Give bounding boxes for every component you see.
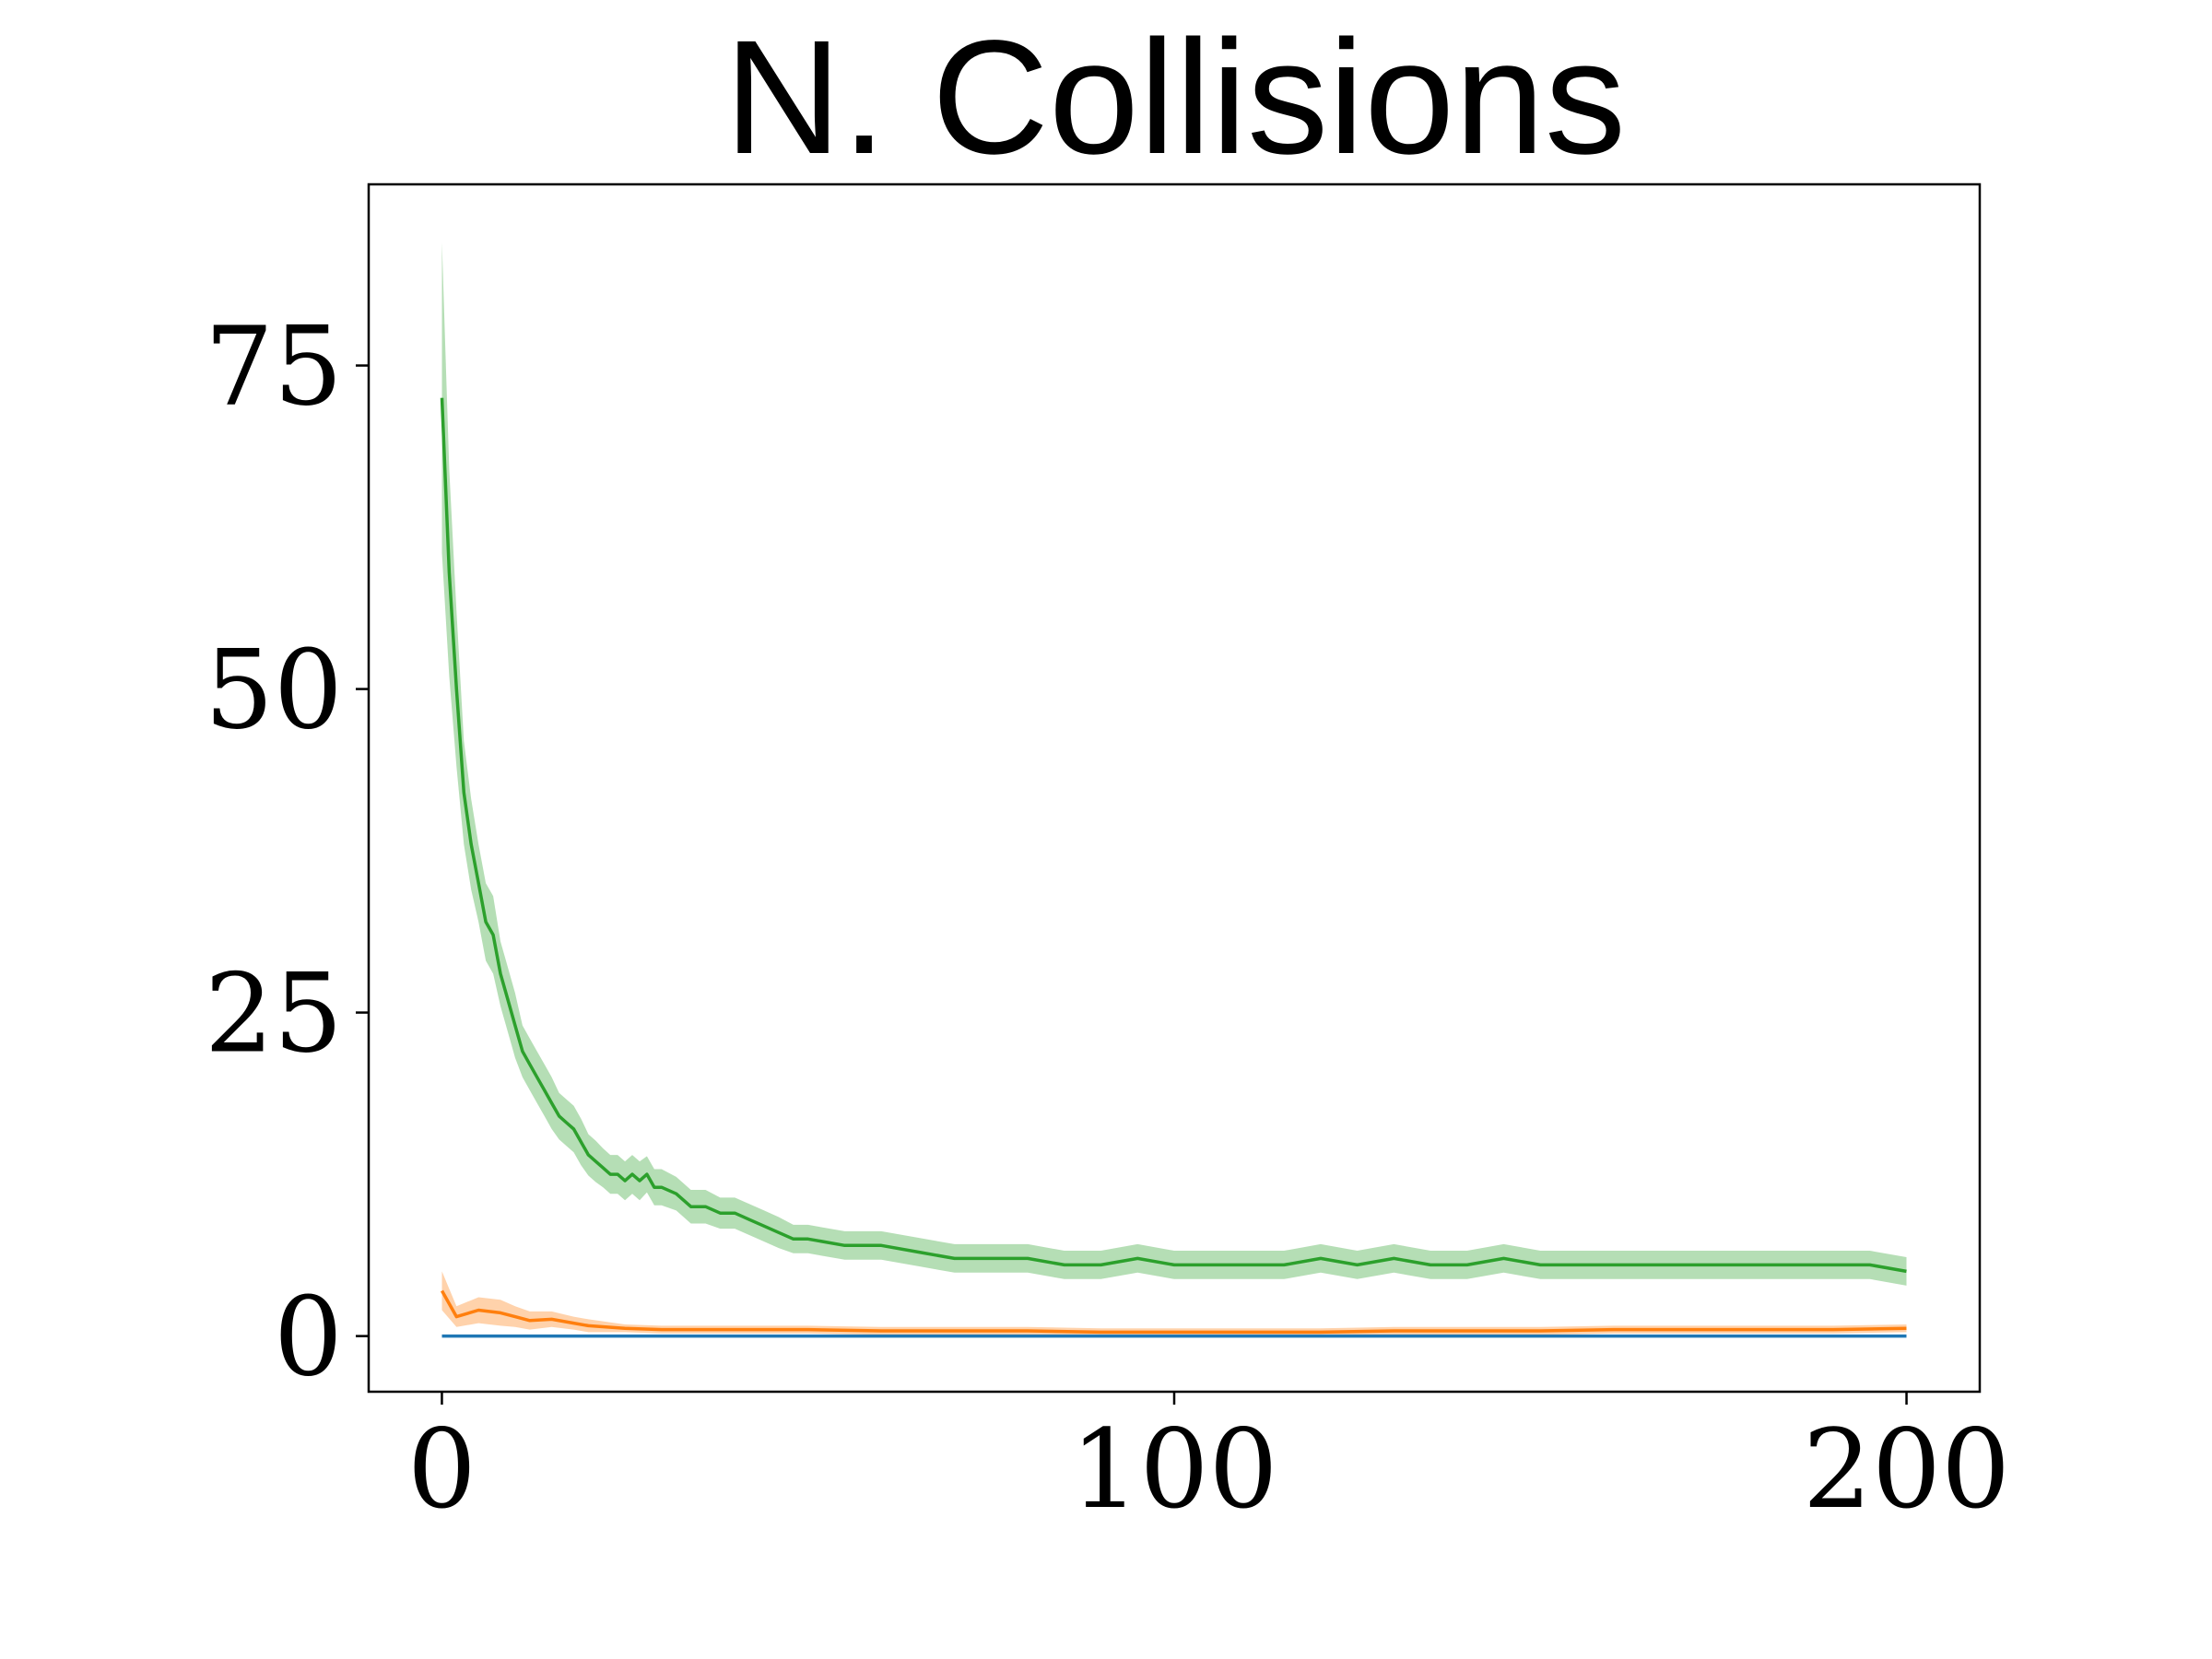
x-tick-label: 200 (1803, 1406, 2010, 1533)
y-tick-label: 75 (205, 303, 343, 430)
series-1-line (440, 1289, 1907, 1335)
y-tick-label: 0 (274, 1274, 343, 1401)
chart-title: N. Collisions (724, 7, 1627, 188)
series-0-line (440, 397, 1907, 1274)
x-tick-label: 100 (1070, 1406, 1277, 1533)
y-tick-label: 25 (205, 950, 343, 1077)
series-0-band (441, 242, 1907, 1286)
x-tick-label: 0 (407, 1406, 477, 1533)
series-1-band (441, 1271, 1907, 1336)
confidence-bands (441, 242, 1907, 1336)
plot-frame (367, 182, 1982, 1394)
x-axis: 0 100 200 (407, 1392, 2010, 1533)
y-tick-label: 50 (205, 627, 343, 754)
series-lines (440, 397, 1907, 1338)
y-axis: 0 25 50 75 (205, 303, 369, 1401)
